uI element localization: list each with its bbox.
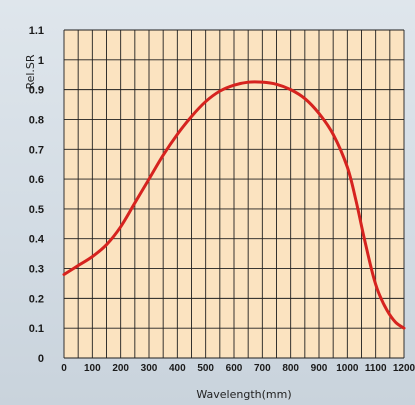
x-tick-label: 0 [61,363,67,374]
x-tick-label: 100 [84,363,101,374]
x-tick-label: 900 [311,363,328,374]
y-tick-label: 1 [38,55,44,67]
x-tick-label: 1100 [365,363,387,374]
x-tick-label: 500 [197,363,214,374]
x-ticks: 0 100 200 300 400 500 600 700 800 900 1000 1100 1200 [61,363,415,374]
x-tick-label: 300 [141,363,158,374]
x-tick-label: 700 [254,363,271,374]
y-ticks: 0 0.1 0.2 0.3 0.4 0.5 0.6 0.7 0.8 0.9 1 1.1 [29,25,45,365]
y-tick-label: 0.5 [29,204,44,216]
y-tick-label: 1.1 [29,25,44,37]
y-tick-label: 0 [38,353,44,365]
y-tick-label: 0.9 [29,85,44,97]
x-tick-label: 1200 [393,363,415,374]
y-tick-label: 0.2 [29,293,44,305]
y-tick-label: 0.6 [29,174,44,186]
y-axis-label: Rel.SR [24,54,37,89]
x-axis-label: Wavelength(mm) [196,388,291,401]
y-tick-label: 0.7 [29,144,44,156]
y-tick-label: 0.3 [29,264,44,276]
x-tick-label: 200 [112,363,129,374]
y-tick-label: 0.8 [29,114,44,126]
x-tick-label: 600 [226,363,243,374]
x-tick-label: 400 [169,363,186,374]
grid [63,29,405,359]
y-tick-label: 0.1 [29,323,44,335]
series-line [62,80,406,330]
x-tick-label: 1000 [336,363,359,374]
x-tick-label: 800 [282,363,299,374]
y-tick-label: 0.4 [29,234,45,246]
